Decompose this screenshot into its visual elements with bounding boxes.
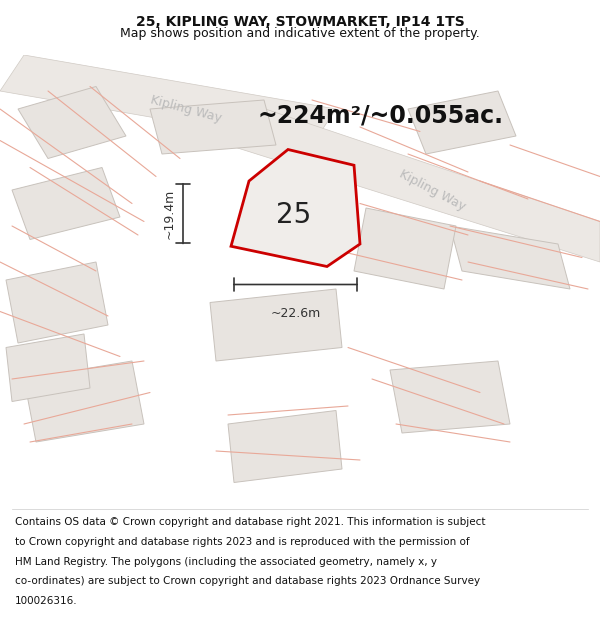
Polygon shape [18,86,126,159]
Polygon shape [6,262,108,343]
Polygon shape [231,149,360,266]
Text: ~22.6m: ~22.6m [271,307,320,320]
Text: Map shows position and indicative extent of the property.: Map shows position and indicative extent… [120,27,480,39]
Text: 100026316.: 100026316. [15,596,77,606]
Text: ~19.4m: ~19.4m [163,189,176,239]
Polygon shape [210,289,342,361]
Polygon shape [12,168,120,239]
Text: Kipling Way: Kipling Way [149,93,223,125]
Polygon shape [0,55,336,145]
Text: co-ordinates) are subject to Crown copyright and database rights 2023 Ordnance S: co-ordinates) are subject to Crown copyr… [15,576,480,586]
Polygon shape [150,100,276,154]
Text: Kipling Way: Kipling Way [397,167,467,213]
Text: Contains OS data © Crown copyright and database right 2021. This information is : Contains OS data © Crown copyright and d… [15,517,485,527]
Polygon shape [24,361,144,442]
Text: HM Land Registry. The polygons (including the associated geometry, namely x, y: HM Land Registry. The polygons (includin… [15,557,437,567]
Text: 25: 25 [277,201,311,229]
Polygon shape [354,208,456,289]
Text: 25, KIPLING WAY, STOWMARKET, IP14 1TS: 25, KIPLING WAY, STOWMARKET, IP14 1TS [136,16,464,29]
Polygon shape [408,91,516,154]
Text: to Crown copyright and database rights 2023 and is reproduced with the permissio: to Crown copyright and database rights 2… [15,537,470,547]
Polygon shape [450,226,570,289]
Polygon shape [390,361,510,433]
Polygon shape [6,334,90,401]
Text: ~224m²/~0.055ac.: ~224m²/~0.055ac. [258,104,504,127]
Polygon shape [228,411,342,482]
Polygon shape [228,104,600,262]
